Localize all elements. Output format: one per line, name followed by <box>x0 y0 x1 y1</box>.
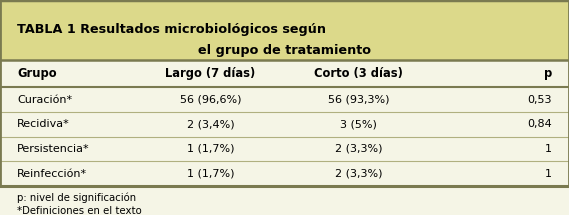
Text: Grupo: Grupo <box>17 67 57 80</box>
Text: 2 (3,3%): 2 (3,3%) <box>335 169 382 179</box>
Text: p: nivel de significación: p: nivel de significación <box>17 192 136 203</box>
Text: 3 (5%): 3 (5%) <box>340 119 377 129</box>
Text: Curación*: Curación* <box>17 95 72 104</box>
Text: 56 (93,3%): 56 (93,3%) <box>328 95 389 104</box>
Bar <box>0 0 569 60</box>
Text: Recidiva*: Recidiva* <box>17 119 70 129</box>
Text: 1 (1,7%): 1 (1,7%) <box>187 169 234 179</box>
Text: Largo (7 días): Largo (7 días) <box>166 67 255 80</box>
Text: Persistencia*: Persistencia* <box>17 144 90 154</box>
Text: 2 (3,3%): 2 (3,3%) <box>335 144 382 154</box>
Text: 2 (3,4%): 2 (3,4%) <box>187 119 234 129</box>
Text: 0,53: 0,53 <box>527 95 552 104</box>
Text: el grupo de tratamiento: el grupo de tratamiento <box>198 44 371 57</box>
Text: 1: 1 <box>545 144 552 154</box>
Text: *Definiciones en el texto: *Definiciones en el texto <box>17 206 142 215</box>
Text: TABLA 1 Resultados microbiológicos según: TABLA 1 Resultados microbiológicos según <box>17 23 326 35</box>
Text: 1 (1,7%): 1 (1,7%) <box>187 144 234 154</box>
Text: 56 (96,6%): 56 (96,6%) <box>180 95 241 104</box>
Text: Reinfección*: Reinfección* <box>17 169 87 179</box>
Text: 0,84: 0,84 <box>527 119 552 129</box>
Text: p: p <box>544 67 552 80</box>
Text: Corto (3 días): Corto (3 días) <box>314 67 403 80</box>
Text: 1: 1 <box>545 169 552 179</box>
